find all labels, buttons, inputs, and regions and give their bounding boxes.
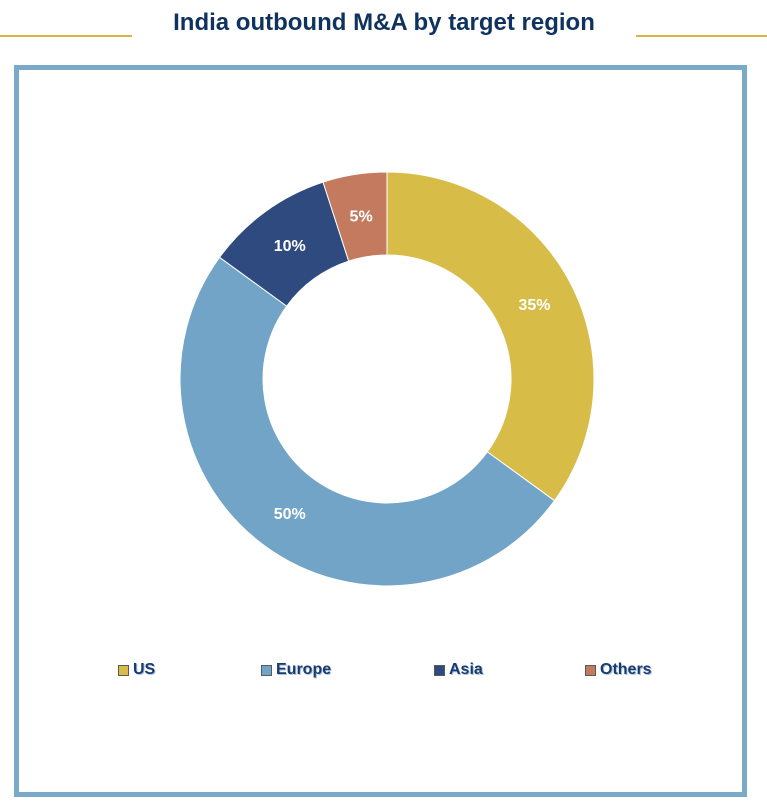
legend-swatch-europe <box>261 664 272 676</box>
title-bar: India outbound M&A by target region <box>0 0 767 50</box>
legend-item-europe: Europe <box>261 660 331 680</box>
donut-labels: 35% 50% 10% 5% <box>274 209 551 523</box>
slice-others <box>322 171 388 262</box>
legend-item-us: US <box>118 660 155 680</box>
slice-us <box>386 171 595 502</box>
legend-swatch-others <box>585 664 596 676</box>
legend-item-asia: Asia <box>434 660 483 680</box>
legend-label-others: Others <box>600 661 652 678</box>
chart-legend: US Europe Asia Others <box>0 660 767 680</box>
legend-item-others: Others <box>585 660 652 680</box>
donut-slices <box>179 171 595 587</box>
legend-label-us: US <box>133 661 156 678</box>
page-title: India outbound M&A by target region <box>132 2 636 44</box>
slice-label-others: 5% <box>350 209 373 226</box>
slice-label-us: 35% <box>518 297 550 314</box>
legend-swatch-asia <box>434 664 445 676</box>
slice-label-asia: 10% <box>274 238 306 255</box>
title-rule-left <box>0 35 132 37</box>
slice-label-europe: 50% <box>274 506 306 523</box>
slice-europe <box>179 256 556 587</box>
title-rule-right <box>636 35 767 37</box>
legend-swatch-us <box>118 664 129 676</box>
legend-label-asia: Asia <box>449 661 483 678</box>
legend-label-europe: Europe <box>276 661 332 678</box>
